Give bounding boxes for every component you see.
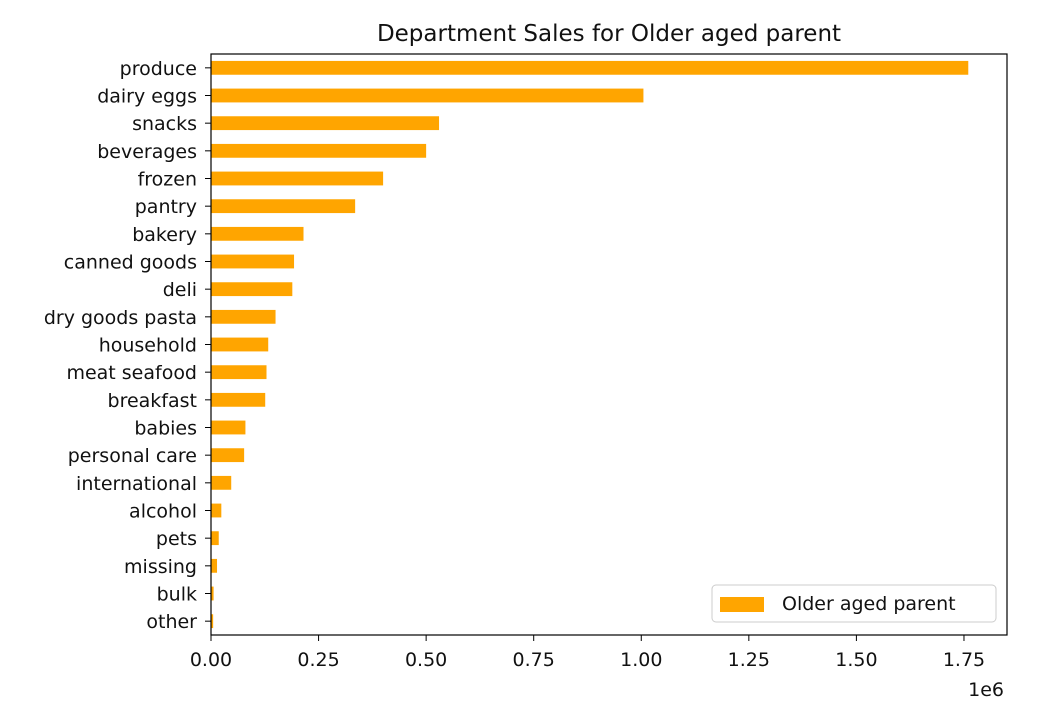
bar-dairy-eggs xyxy=(211,88,644,103)
bar-canned-goods xyxy=(211,254,295,269)
legend-swatch xyxy=(720,597,764,612)
y-tick-label: alcohol xyxy=(129,501,197,523)
bar-deli xyxy=(211,282,293,297)
y-tick-label: babies xyxy=(134,418,197,440)
x-tick-label: 0.50 xyxy=(405,649,447,671)
y-tick-label: canned goods xyxy=(64,252,197,274)
x-tick-label: 1.00 xyxy=(620,649,662,671)
y-tick-label: missing xyxy=(124,556,197,578)
legend: Older aged parent xyxy=(711,584,997,623)
bar-breakfast xyxy=(211,392,266,407)
y-tick-label: pets xyxy=(156,528,197,550)
bar-alcohol xyxy=(211,503,222,518)
y-tick-label: other xyxy=(146,611,197,633)
y-tick-label: snacks xyxy=(132,113,197,135)
bar-frozen xyxy=(211,171,384,186)
y-tick-label: beverages xyxy=(97,141,197,163)
x-tick-label: 1.75 xyxy=(943,649,985,671)
bar-dry-goods-pasta xyxy=(211,309,276,324)
bar-meat-seafood xyxy=(211,365,267,380)
y-tick-label: pantry xyxy=(135,196,197,218)
bars-group xyxy=(211,60,969,629)
legend-label: Older aged parent xyxy=(782,593,956,615)
bar-missing xyxy=(211,558,218,573)
y-tick-label: dry goods pasta xyxy=(44,307,197,329)
x-tick-label: 1.50 xyxy=(835,649,877,671)
y-tick-label: dairy eggs xyxy=(97,86,197,108)
y-tick-label: personal care xyxy=(68,445,197,467)
bar-personal-care xyxy=(211,448,245,463)
bar-babies xyxy=(211,420,246,435)
x-tick-label: 0.00 xyxy=(190,649,232,671)
legend-box xyxy=(711,584,997,623)
bar-bulk xyxy=(211,586,214,601)
y-tick-label: deli xyxy=(163,279,197,301)
bar-household xyxy=(211,337,269,352)
bar-international xyxy=(211,475,232,490)
y-tick-label: meat seafood xyxy=(66,362,197,384)
bar-pets xyxy=(211,531,219,546)
bar-snacks xyxy=(211,116,440,131)
y-axis: produce dairy eggs snacks beverages frozen pa… xyxy=(44,58,211,633)
x-scale-label: 1e6 xyxy=(968,679,1004,701)
x-tick-label: 0.75 xyxy=(513,649,555,671)
bar-produce xyxy=(211,60,969,75)
chart-title: Department Sales for Older aged parent xyxy=(377,21,841,47)
y-tick-label: frozen xyxy=(138,169,197,191)
y-tick-label: bakery xyxy=(132,224,197,246)
x-axis: 0.00 0.25 0.50 0.75 1.00 1.25 1.50 1.75 xyxy=(190,635,985,671)
x-tick-label: 0.25 xyxy=(297,649,339,671)
plot-frame xyxy=(210,53,1008,636)
y-tick-label: breakfast xyxy=(108,390,197,412)
y-tick-label: international xyxy=(76,473,197,495)
bar-pantry xyxy=(211,199,356,214)
bar-bakery xyxy=(211,226,304,241)
bar-beverages xyxy=(211,143,427,158)
y-tick-label: household xyxy=(99,335,197,357)
x-tick-label: 1.25 xyxy=(728,649,770,671)
y-tick-label: produce xyxy=(120,58,197,80)
y-tick-label: bulk xyxy=(157,584,197,606)
bar-other xyxy=(211,614,214,629)
